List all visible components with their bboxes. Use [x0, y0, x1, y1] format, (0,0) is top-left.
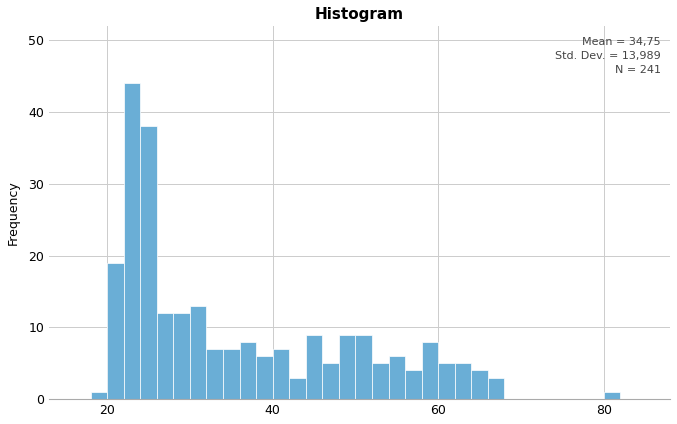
Title: Histogram: Histogram [315, 7, 404, 22]
Bar [339, 335, 355, 399]
Bar [289, 378, 306, 399]
Bar [322, 363, 339, 399]
Bar [355, 335, 372, 399]
Bar [190, 306, 206, 399]
Bar [488, 378, 504, 399]
Bar [240, 342, 256, 399]
Bar [455, 363, 471, 399]
Bar [173, 313, 190, 399]
Bar [107, 263, 124, 399]
Bar [372, 363, 389, 399]
Bar [389, 356, 405, 399]
Bar [422, 342, 438, 399]
Bar [140, 126, 157, 399]
Bar [604, 392, 620, 399]
Bar [157, 313, 173, 399]
Bar [471, 371, 488, 399]
Bar [206, 349, 223, 399]
Bar [124, 84, 140, 399]
Y-axis label: Frequency: Frequency [7, 180, 20, 245]
Bar [306, 335, 322, 399]
Bar [438, 363, 455, 399]
Text: Mean = 34,75
Std. Dev. = 13,989
N = 241: Mean = 34,75 Std. Dev. = 13,989 N = 241 [555, 37, 661, 75]
Bar [273, 349, 289, 399]
Bar [223, 349, 240, 399]
Bar [256, 356, 273, 399]
Bar [91, 392, 107, 399]
Bar [405, 371, 422, 399]
